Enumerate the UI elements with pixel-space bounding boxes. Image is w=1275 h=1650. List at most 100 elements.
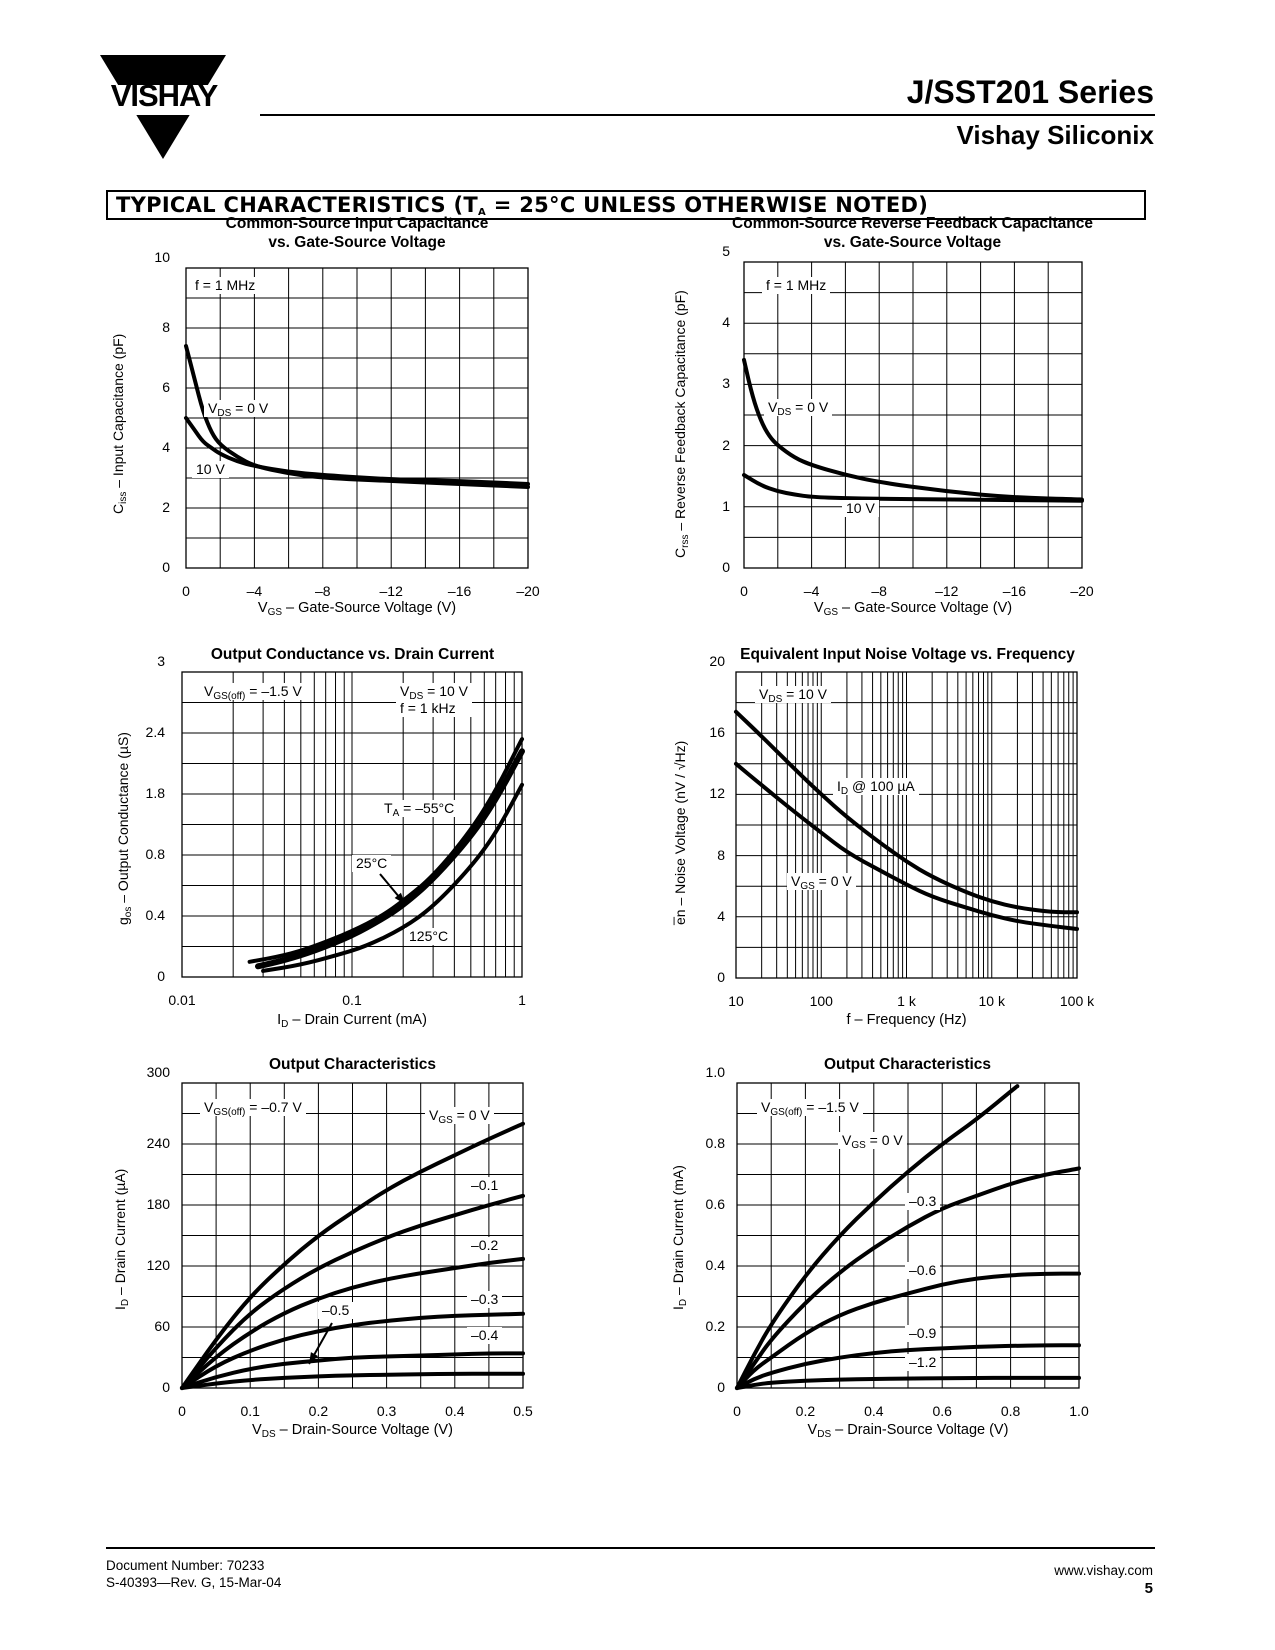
y-tick-out2: 0.4: [705, 1257, 725, 1273]
annotation-out1-2: –0.1: [467, 1177, 503, 1194]
chart-title-gos: Output Conductance vs. Drain Current: [210, 646, 495, 663]
y-tick-noise: 16: [709, 724, 725, 741]
y-axis-label-out1: ID – Drain Current (µA): [112, 1168, 131, 1310]
chart-plot-out1: [180, 1082, 526, 1390]
series-line-out1-0: [180, 1121, 526, 1390]
chart-grid-crss: [744, 262, 1082, 568]
x-tick-out2: 1.0: [1069, 1403, 1089, 1419]
y-tick-ciss: 6: [162, 379, 170, 395]
x-tick-out2: 0.2: [795, 1403, 816, 1419]
x-tick-out1: 0.3: [376, 1403, 397, 1419]
x-tick-crss: –12: [935, 583, 959, 599]
y-tick-crss: 5: [722, 243, 730, 259]
y-tick-out2: 1.0: [705, 1064, 725, 1080]
y-tick-ciss: 4: [162, 439, 170, 455]
y-tick-out1: 120: [146, 1257, 170, 1273]
y-tick-noise: 0: [717, 969, 725, 985]
series-line-ciss-1: [184, 416, 530, 486]
chart-plot-ciss: [184, 267, 530, 569]
x-tick-gos: 1: [518, 992, 526, 1008]
annotation-crss-2: 10 V: [842, 500, 879, 517]
chart-frame-noise: [735, 671, 1078, 979]
x-axis-label-out1: VDS – Drain-Source Voltage (V): [252, 1422, 453, 1440]
annotation-out1-3: –0.2: [467, 1237, 503, 1254]
chart-title-out2: Output Characteristics: [823, 1056, 992, 1073]
annotation-out2-2: –0.3: [905, 1193, 941, 1210]
series-line-out1-2: [180, 1256, 526, 1390]
x-tick-crss: –20: [1070, 583, 1094, 599]
chart-frame-crss: [743, 261, 1083, 569]
x-tick-crss: –4: [803, 583, 820, 599]
x-axis-label-ciss: VGS – Gate-Source Voltage (V): [257, 600, 457, 618]
series-line-out2-3: [735, 1343, 1081, 1390]
annotation-out2-1: VGS = 0 V: [838, 1132, 907, 1151]
y-tick-out2: 0.8: [705, 1135, 725, 1151]
x-tick-ciss: –12: [379, 583, 403, 599]
series-line-out2-1: [735, 1166, 1081, 1390]
series-line-ciss-0: [184, 344, 530, 489]
x-tick-ciss: –20: [516, 583, 540, 599]
x-tick-gos: 0.01: [168, 992, 196, 1008]
series-line-out2-4: [735, 1375, 1081, 1390]
section-box: [106, 190, 1146, 220]
x-tick-noise: 100 k: [1059, 993, 1095, 1009]
x-tick-out1: 0.2: [308, 1403, 329, 1419]
section-title-suffix: = 25°C UNLESS OTHERWISE NOTED): [486, 193, 929, 217]
y-tick-out1: 60: [154, 1318, 170, 1334]
annotation-out2-3: –0.6: [905, 1262, 941, 1279]
annotation-gos-4: 125°C: [405, 928, 453, 945]
annotation-ciss-0: f = 1 MHz: [191, 277, 260, 294]
y-tick-noise: 4: [717, 907, 725, 924]
annotation-out2-0: VGS(off) = –1.5 V: [757, 1099, 863, 1118]
y-tick-crss: 4: [722, 314, 730, 331]
x-tick-out1: 0: [178, 1403, 186, 1419]
section-title-sub: A: [478, 207, 487, 218]
annotation-out1-0: VGS(off) = –0.7 V: [200, 1099, 306, 1118]
y-axis-label-out2: ID – Drain Current (mA): [670, 1165, 689, 1310]
y-tick-out1: 240: [146, 1135, 170, 1151]
y-tick-gos: 3: [157, 653, 165, 669]
footer-rule: [106, 1547, 1155, 1549]
annotation-out1-4: –0.3: [467, 1291, 503, 1308]
y-axis-label-gos: gos – Output Conductance (µS): [115, 732, 134, 925]
revision: S-40393—Rev. G, 15-Mar-04: [106, 1575, 282, 1590]
chart-frame-gos: [181, 671, 523, 978]
annotation-noise-1: ID @ 100 µA: [833, 778, 919, 797]
series-line-crss-0: [742, 357, 1084, 502]
x-axis-label-out2: VDS – Drain-Source Voltage (V): [807, 1422, 1009, 1440]
x-tick-crss: 0: [740, 583, 748, 599]
y-tick-ciss: 0: [162, 559, 170, 575]
x-tick-out2: 0: [733, 1403, 741, 1419]
y-axis-label-ciss: Ciss – Input Capacitance (pF): [110, 333, 129, 514]
chart-title-ciss: Common-Source Input Capacitance vs. Gate…: [225, 215, 489, 251]
annotation-out1-5: –0.4: [467, 1327, 503, 1344]
y-tick-crss: 1: [722, 497, 730, 514]
series-line-gos-0: [247, 737, 524, 964]
annotation-out1-6: –0.5: [318, 1302, 354, 1319]
y-tick-crss: 0: [722, 559, 730, 575]
annotation-out1-1: VGS = 0 V: [425, 1107, 494, 1126]
y-tick-gos: 1.8: [145, 785, 165, 801]
series-line-gos-1: [255, 748, 525, 970]
y-tick-noise: 8: [717, 846, 725, 863]
annotation-out2-4: –0.9: [905, 1325, 941, 1342]
x-tick-noise: 10: [728, 993, 744, 1009]
x-tick-out1: 0.4: [445, 1403, 465, 1419]
chart-grid-noise: [736, 672, 1077, 978]
y-tick-out2: 0.6: [705, 1196, 725, 1212]
series-line-noise-1: [734, 761, 1080, 931]
annotation-gos-2: TA = –55°C: [380, 800, 459, 819]
x-tick-noise: 1 k: [897, 993, 916, 1009]
y-tick-out1: 300: [146, 1064, 170, 1080]
series-line-out1-5: [180, 1371, 526, 1390]
section-title: TYPICAL CHARACTERISTICS (TA = 25°C UNLES…: [116, 193, 929, 218]
y-tick-gos: 0.8: [145, 846, 165, 862]
series-line-noise-0: [734, 709, 1080, 915]
series-line-out2-0: [735, 1084, 1020, 1390]
section-title-prefix: TYPICAL CHARACTERISTICS (T: [116, 193, 479, 217]
company-name: Vishay Siliconix: [956, 120, 1154, 150]
website-link[interactable]: www.vishay.com: [1054, 1563, 1153, 1578]
x-tick-ciss: –16: [447, 583, 472, 599]
x-tick-crss: –8: [871, 583, 887, 599]
